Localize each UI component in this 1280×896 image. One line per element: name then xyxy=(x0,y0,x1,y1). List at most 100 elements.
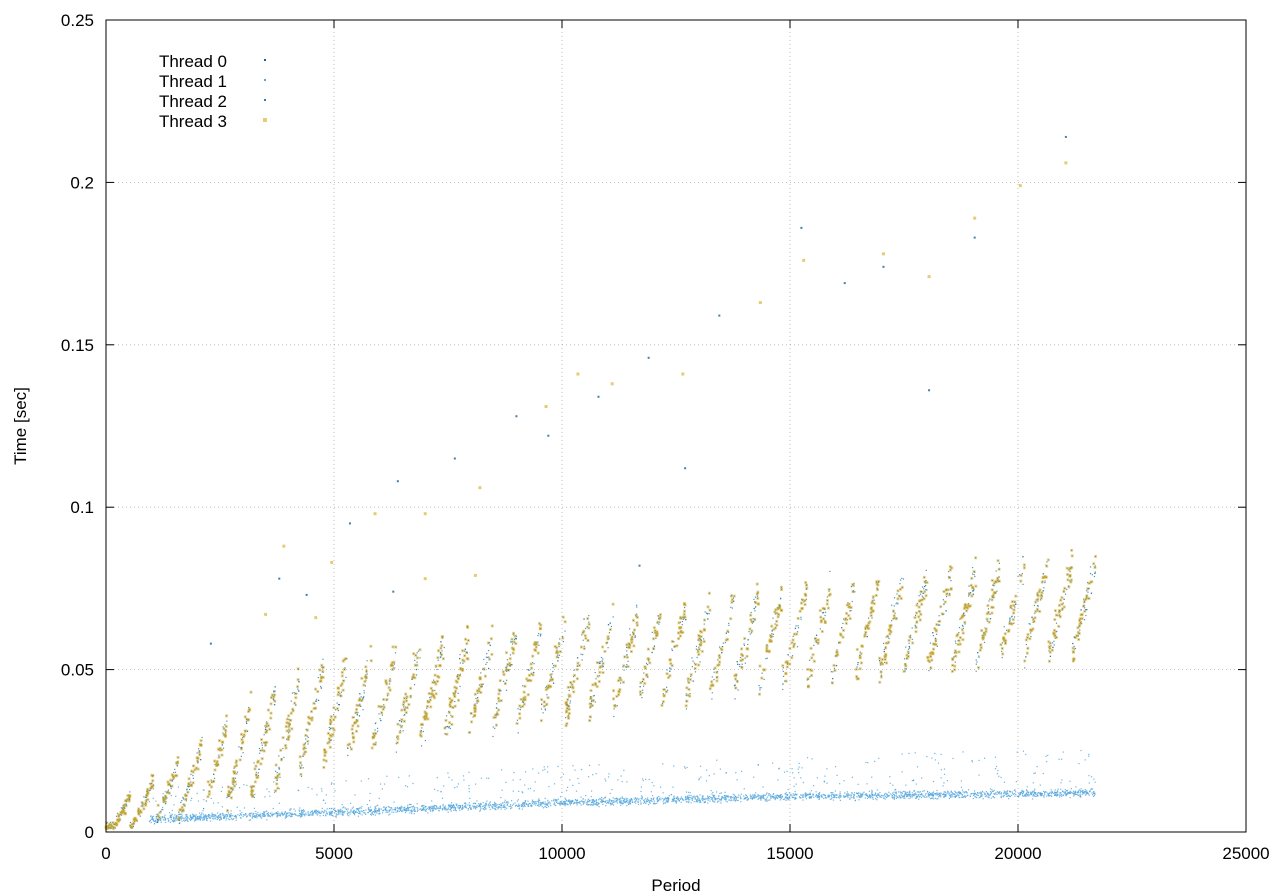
data-point xyxy=(498,700,500,702)
data-point xyxy=(643,799,646,801)
data-point xyxy=(462,807,464,809)
data-point xyxy=(1033,790,1035,792)
data-point xyxy=(191,816,193,818)
data-point xyxy=(463,660,465,662)
data-point xyxy=(335,816,337,818)
data-point xyxy=(879,791,881,794)
data-point xyxy=(330,716,332,718)
data-point xyxy=(512,632,515,634)
data-point xyxy=(328,741,330,743)
data-point xyxy=(306,735,308,737)
data-point xyxy=(1078,632,1080,635)
data-point xyxy=(602,803,604,806)
data-point xyxy=(958,792,960,794)
data-point xyxy=(407,810,409,812)
data-point xyxy=(374,809,376,812)
data-point xyxy=(965,791,967,794)
data-point xyxy=(330,814,332,816)
data-point xyxy=(571,802,573,804)
data-point xyxy=(1028,795,1030,797)
data-point xyxy=(515,804,517,807)
data-point xyxy=(711,681,713,683)
data-point xyxy=(249,709,251,711)
data-point xyxy=(192,782,194,784)
data-point xyxy=(712,800,714,802)
data-point xyxy=(182,797,184,799)
data-point xyxy=(765,793,767,795)
data-point xyxy=(957,791,959,794)
data-point xyxy=(297,688,299,690)
data-point xyxy=(176,774,178,777)
data-point xyxy=(827,795,829,797)
data-point xyxy=(286,812,288,814)
data-point xyxy=(943,793,945,795)
data-point xyxy=(501,789,503,791)
data-point xyxy=(349,743,351,745)
data-point xyxy=(278,788,280,790)
data-point xyxy=(517,799,520,801)
data-point xyxy=(687,797,689,800)
data-point xyxy=(233,785,236,787)
data-point xyxy=(142,805,144,807)
data-point xyxy=(1063,791,1065,793)
data-point xyxy=(1026,786,1028,788)
data-point xyxy=(666,673,668,675)
data-point xyxy=(1059,792,1061,794)
data-point xyxy=(162,809,164,811)
data-point xyxy=(564,805,566,807)
data-point xyxy=(278,802,281,804)
data-point xyxy=(319,811,321,813)
data-point xyxy=(1040,597,1042,599)
data-point xyxy=(1032,798,1034,800)
data-point xyxy=(110,823,112,826)
data-point xyxy=(406,807,408,809)
data-point xyxy=(455,807,457,809)
data-point xyxy=(582,798,584,800)
data-point xyxy=(728,799,730,801)
data-point xyxy=(670,793,672,796)
data-point xyxy=(490,638,492,640)
data-point xyxy=(314,703,316,705)
data-point xyxy=(254,768,256,770)
data-point xyxy=(405,809,407,812)
data-point xyxy=(783,798,786,800)
data-point xyxy=(162,819,165,821)
data-point xyxy=(195,817,197,819)
data-point xyxy=(726,795,728,797)
data-point xyxy=(277,787,279,789)
data-point xyxy=(513,771,515,774)
data-point xyxy=(1084,788,1086,791)
data-point xyxy=(536,804,539,807)
data-point xyxy=(1043,790,1045,793)
data-point xyxy=(275,777,277,779)
data-point xyxy=(400,726,402,728)
data-point xyxy=(249,813,252,815)
data-point xyxy=(145,804,147,806)
data-point xyxy=(480,691,482,694)
data-point xyxy=(720,799,722,801)
data-point xyxy=(229,791,232,794)
data-point xyxy=(294,810,296,812)
data-point xyxy=(689,792,691,794)
data-point xyxy=(439,664,441,667)
data-point xyxy=(943,796,945,799)
data-point xyxy=(784,793,786,795)
data-point xyxy=(1020,574,1022,577)
data-point xyxy=(212,813,214,816)
data-point xyxy=(768,795,770,797)
data-point xyxy=(441,809,443,811)
data-point xyxy=(818,791,821,794)
data-point xyxy=(252,813,254,816)
data-point xyxy=(170,818,172,820)
data-point xyxy=(235,816,237,818)
data-point xyxy=(469,804,471,806)
data-point xyxy=(736,779,738,781)
data-point xyxy=(540,803,542,805)
data-point xyxy=(871,789,873,791)
data-point xyxy=(280,749,282,751)
data-point xyxy=(210,786,213,788)
data-point xyxy=(345,676,347,678)
data-point xyxy=(723,794,725,797)
data-point xyxy=(934,752,936,755)
data-point xyxy=(497,804,499,806)
